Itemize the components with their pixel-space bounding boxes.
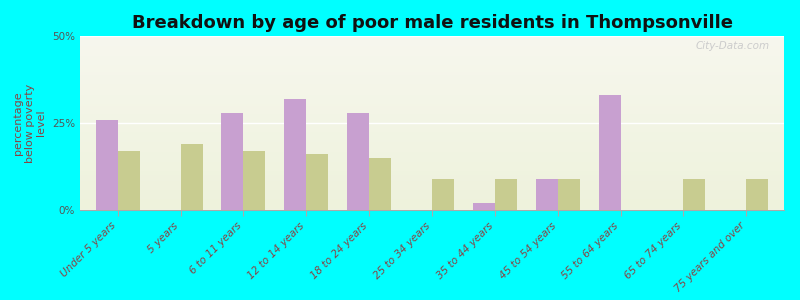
Bar xyxy=(347,112,369,210)
Bar xyxy=(284,99,306,210)
Bar xyxy=(306,154,328,210)
Bar xyxy=(536,179,558,210)
Bar xyxy=(118,151,140,210)
Title: Breakdown by age of poor male residents in Thompsonville: Breakdown by age of poor male residents … xyxy=(131,14,733,32)
Bar xyxy=(369,158,391,210)
Text: City-Data.com: City-Data.com xyxy=(696,41,770,51)
Bar xyxy=(683,179,706,210)
Y-axis label: percentage
below poverty
level: percentage below poverty level xyxy=(14,83,46,163)
Bar xyxy=(96,119,118,210)
Bar xyxy=(558,179,580,210)
Bar xyxy=(243,151,266,210)
Bar xyxy=(432,179,454,210)
Bar xyxy=(222,112,243,210)
Bar xyxy=(473,203,495,210)
Bar xyxy=(598,95,621,210)
Bar xyxy=(495,179,517,210)
Bar xyxy=(181,144,202,210)
Bar xyxy=(746,179,768,210)
